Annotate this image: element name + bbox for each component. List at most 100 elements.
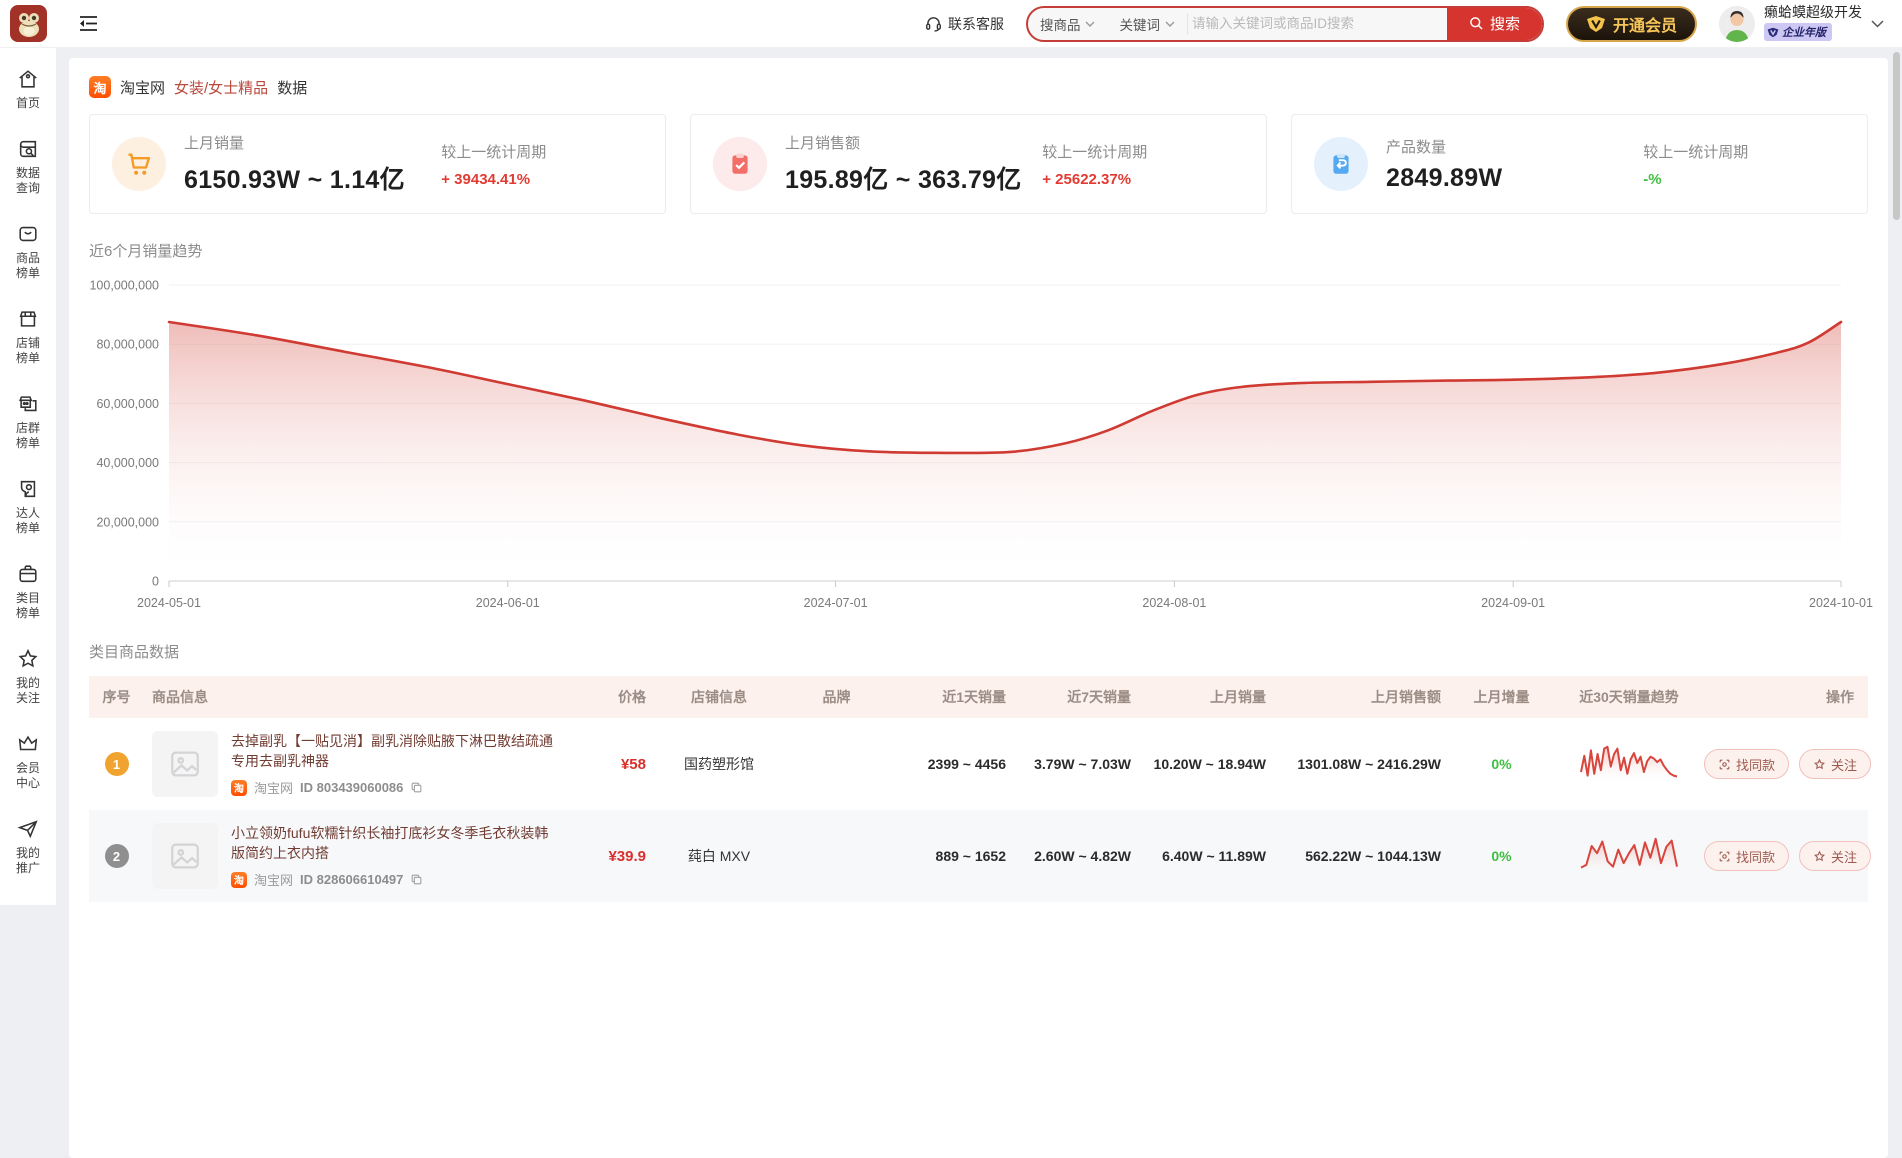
sidebar-item-product-rank[interactable]: 商品 榜单 [16, 223, 40, 281]
breadcrumb-category[interactable]: 女装/女士精品 [174, 79, 269, 97]
svg-text:100,000,000: 100,000,000 [89, 279, 159, 293]
enterprise-shield-icon [1767, 27, 1779, 38]
sidebar-item-label: 达人 榜单 [15, 506, 40, 535]
user-plan-badge: 企业年版 [1764, 23, 1832, 42]
sidebar-item-data-query[interactable]: 数据 查询 [16, 138, 40, 196]
month-growth: 0% [1491, 756, 1512, 772]
col-rank: 序号 [102, 689, 131, 705]
open-membership-button[interactable]: 开通会员 [1565, 5, 1697, 42]
home-icon [19, 70, 37, 88]
stat-label: 上月销售额 [785, 135, 861, 152]
col-day7: 近7天销量 [1067, 689, 1131, 705]
follow-label: 关注 [1831, 849, 1858, 865]
svg-text:2024-07-01: 2024-07-01 [804, 596, 868, 610]
find-same-label: 找同款 [1736, 757, 1776, 773]
stat-delta: -% [1643, 170, 1662, 188]
content-panel: 淘 淘宝网 女装/女士精品 数据 上月销量 6150.93W ~ 1.14亿 较… [69, 58, 1888, 1158]
menu-fold-icon[interactable] [79, 15, 98, 32]
follow-button[interactable]: 关注 [1799, 749, 1872, 779]
svg-text:2024-06-01: 2024-06-01 [476, 596, 540, 610]
table-row: 1 去掉副乳【一贴见消】副乳消除贴腋下淋巴散结疏通专用去副乳神器 淘 淘宝网 I… [89, 718, 1872, 810]
svg-text:2024-08-01: 2024-08-01 [1142, 596, 1206, 610]
col-price: 价格 [618, 689, 646, 705]
sidebar-item-member-center[interactable]: 会员 中心 [16, 733, 40, 791]
product-id: ID 803439060086 [300, 780, 404, 795]
rank-badge: 1 [104, 752, 129, 776]
search-type-dropdown[interactable]: 关键词 [1107, 14, 1187, 34]
search-button[interactable]: 搜索 [1446, 7, 1542, 40]
search-scope-label: 搜商品 [1039, 17, 1081, 33]
stat-delta: + 39434.41% [441, 170, 531, 188]
table-header: 序号 商品信息 价格 店铺信息 品牌 近1天销量 近7天销量 上月销量 上月销售… [89, 676, 1868, 718]
influencer-rank-icon [20, 480, 36, 498]
shop-name: 莼白 MXV [687, 848, 751, 864]
paper-plane-icon [17, 820, 38, 839]
col-month-amount: 上月销售额 [1371, 689, 1441, 705]
search-icon [1470, 17, 1483, 30]
chevron-down-icon [1085, 21, 1095, 27]
sidebar-item-label: 我的 关注 [15, 676, 40, 705]
app-logo[interactable] [10, 5, 47, 42]
sidebar-item-label: 首页 [15, 96, 40, 110]
chevron-down-icon[interactable] [1871, 19, 1884, 28]
month-amount: 562.22W ~ 1044.13W [1305, 848, 1441, 864]
search-scope-dropdown[interactable]: 搜商品 [1028, 14, 1108, 34]
follow-button[interactable]: 关注 [1799, 841, 1872, 871]
rank-badge: 2 [104, 844, 129, 868]
product-source: 淘宝网 [254, 781, 294, 796]
copy-icon[interactable] [410, 873, 423, 886]
day7-sales: 2.60W ~ 4.82W [1034, 848, 1131, 864]
col-product: 商品信息 [152, 689, 208, 705]
product-title[interactable]: 小立领奶fufu软糯针织长袖打底衫女冬季毛衣秋装韩版简约上衣内搭 [231, 825, 549, 861]
taobao-icon: 淘 [89, 76, 111, 98]
sidebar-item-my-follows[interactable]: 我的 关注 [16, 648, 40, 706]
stat-delta: + 25622.37% [1042, 170, 1132, 188]
clipboard-return-icon [1314, 137, 1368, 191]
taobao-icon: 淘 [231, 871, 247, 888]
col-day1: 近1天销量 [942, 689, 1006, 705]
search-type-label: 关键词 [1119, 17, 1160, 33]
search-input[interactable] [1186, 12, 1447, 35]
sales-trend-chart-container: 0 20,000,000 40,000,000 60,000,000 80,000,00… [89, 271, 1873, 621]
product-image-placeholder[interactable] [152, 731, 218, 797]
toad-mascot-icon [18, 12, 39, 37]
star-icon [1814, 758, 1826, 769]
product-id: ID 828606610497 [300, 872, 404, 887]
sidebar-item-my-promotion[interactable]: 我的 推广 [16, 818, 40, 876]
sidebar-item-home[interactable]: 首页 [16, 68, 40, 111]
shop-rank-icon [19, 311, 37, 327]
find-same-button[interactable]: 找同款 [1704, 749, 1790, 779]
star-icon [18, 648, 38, 668]
sidebar-item-category-rank[interactable]: 类目 榜单 [16, 563, 40, 621]
clipboard-check-icon [713, 137, 767, 191]
sidebar-item-shop-rank[interactable]: 店铺 榜单 [16, 308, 40, 366]
col-month-sales: 上月销量 [1210, 689, 1266, 705]
product-price: ¥58 [620, 755, 646, 773]
user-menu[interactable]: 癞蛤蟆超级开发 企业年版 [1719, 4, 1884, 43]
breadcrumb-suffix: 数据 [277, 79, 308, 97]
search-button-label: 搜索 [1489, 16, 1520, 33]
scrollbar-thumb[interactable] [1893, 52, 1900, 220]
day7-sales: 3.79W ~ 7.03W [1034, 756, 1131, 772]
compare-label: 较上一统计周期 [1643, 143, 1749, 161]
svg-text:2024-09-01: 2024-09-01 [1481, 596, 1545, 610]
stat-card-month-sales: 上月销量 6150.93W ~ 1.14亿 较上一统计周期 + 39434.41… [89, 114, 666, 214]
sidebar-item-influencer-rank[interactable]: 达人 榜单 [16, 478, 40, 536]
avatar [1719, 5, 1755, 42]
data-search-icon [19, 140, 37, 158]
copy-icon[interactable] [410, 781, 423, 794]
contact-service-button[interactable]: 联系客服 [925, 14, 1004, 34]
contact-service-label: 联系客服 [947, 15, 1004, 32]
col-actions: 操作 [1826, 689, 1854, 705]
sidebar-item-shop-group-rank[interactable]: 店群 榜单 [16, 393, 40, 451]
breadcrumb-site[interactable]: 淘宝网 [120, 79, 166, 97]
table-row: 2 小立领奶fufu软糯针织长袖打底衫女冬季毛衣秋装韩版简约上衣内搭 淘 淘宝网… [89, 810, 1872, 902]
product-title[interactable]: 去掉副乳【一贴见消】副乳消除贴腋下淋巴散结疏通专用去副乳神器 [231, 733, 553, 769]
day1-sales: 2399 ~ 4456 [927, 756, 1006, 772]
shop-group-rank-icon [19, 396, 37, 412]
find-same-button[interactable]: 找同款 [1704, 841, 1790, 871]
product-image-placeholder[interactable] [152, 823, 218, 889]
svg-text:2024-10-01: 2024-10-01 [1809, 596, 1873, 610]
product-rank-icon [19, 226, 37, 242]
crown-icon [18, 735, 38, 751]
